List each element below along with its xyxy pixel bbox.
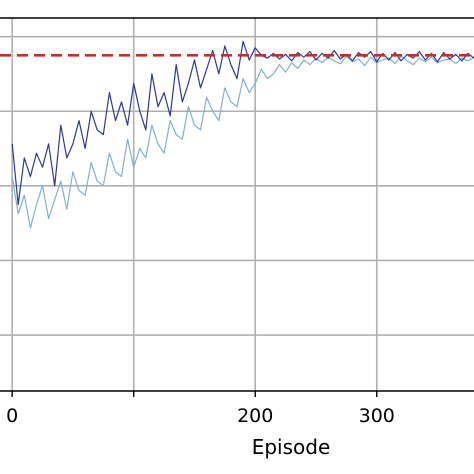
x-tick-label: 300 — [359, 405, 395, 427]
x-tick-labels: 0 200 300 — [6, 391, 395, 427]
grid-lines — [0, 18, 474, 391]
series-lines — [11, 40, 474, 229]
series-line-1 — [11, 40, 474, 206]
x-tick-label: 200 — [237, 405, 273, 427]
plot-frame — [0, 17, 474, 392]
x-axis-label: Episode — [252, 435, 331, 459]
x-tick-label: 0 — [6, 405, 18, 427]
series-line-2 — [11, 55, 474, 229]
